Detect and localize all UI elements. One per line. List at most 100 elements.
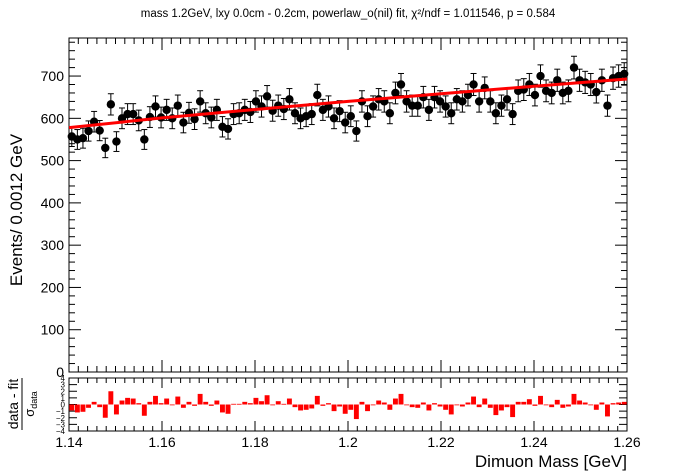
residual-bar	[593, 404, 599, 410]
y-tick-label: 600	[41, 110, 65, 126]
residual-bar	[498, 404, 504, 411]
x-tick-label: 1.22	[427, 434, 454, 450]
residual-bar	[532, 404, 538, 406]
data-point	[313, 90, 322, 100]
residual-bar	[588, 404, 594, 406]
data-point	[162, 105, 171, 115]
residual-bar	[303, 404, 309, 410]
y-tick-label: 400	[41, 195, 65, 211]
data-point	[223, 124, 233, 134]
residual-bar	[565, 404, 571, 407]
data-point	[335, 106, 344, 116]
residual-bar	[247, 403, 253, 405]
residual-bar	[616, 402, 622, 405]
data-point	[502, 95, 512, 104]
residual-bar	[164, 398, 170, 405]
residual-bar	[91, 401, 97, 405]
data-point	[285, 95, 294, 104]
x-tick-label: 1.24	[520, 434, 547, 450]
residual-bar	[192, 404, 198, 406]
data-point	[497, 101, 506, 110]
y-tick-label: 100	[41, 322, 65, 338]
residual-bar	[454, 404, 460, 406]
residual-bar	[526, 399, 532, 405]
residual-bar	[236, 403, 242, 405]
residual-bar	[86, 404, 91, 408]
x-tick-label: 1.18	[241, 434, 268, 450]
data-point	[151, 102, 160, 111]
residual-bar	[392, 398, 398, 405]
chart-title: mass 1.2GeV, lxy 0.0cm - 0.2cm, powerlaw…	[141, 8, 556, 20]
data-point	[491, 109, 501, 118]
data-point	[140, 135, 149, 144]
data-point	[352, 126, 361, 136]
data-point	[474, 97, 484, 106]
residual-bar	[493, 404, 499, 416]
residual-bar	[125, 397, 131, 405]
data-point	[179, 118, 188, 127]
residual-bar	[203, 401, 209, 405]
res-y-tick-label: 3	[61, 381, 66, 390]
res-y-tick-label: −3	[56, 420, 66, 429]
res-y-tick-label: 1	[61, 394, 66, 403]
data-point	[603, 101, 612, 110]
y-tick-label: 200	[41, 279, 65, 295]
data-point	[101, 143, 110, 153]
residual-bar	[270, 404, 276, 406]
residual-bar	[409, 404, 415, 408]
residual-bar	[465, 402, 471, 405]
residual-bar	[376, 400, 382, 405]
data-point	[447, 109, 456, 118]
residual-bar	[337, 404, 343, 407]
residual-plot-bars	[69, 391, 627, 420]
y-tick-label: 300	[41, 237, 65, 253]
residual-y-label-group: data - fit σdata	[5, 378, 39, 430]
data-point	[195, 97, 205, 106]
residual-bar	[504, 404, 510, 408]
data-point	[620, 69, 629, 79]
res-y-tick-label: 4	[61, 374, 66, 383]
residual-bar	[219, 404, 225, 413]
residual-bar	[208, 404, 214, 406]
residual-bar	[225, 404, 231, 414]
residual-bar	[610, 403, 616, 405]
residual-bar	[153, 395, 158, 405]
data-point	[368, 102, 378, 111]
y-tick-label: 0	[56, 364, 64, 380]
main-plot-axes: 0 100 200 300 400 500 600 700	[41, 38, 628, 380]
y-axis-label: Events/ 0.0012 GeV	[7, 133, 26, 286]
residual-bar	[605, 404, 610, 417]
residual-bar	[538, 395, 543, 405]
data-point	[262, 92, 272, 101]
data-point	[385, 109, 395, 118]
data-point	[95, 126, 104, 135]
residual-bar	[197, 393, 203, 405]
residual-bar	[387, 404, 393, 410]
residual-bar	[69, 404, 75, 411]
fit-curve	[68, 77, 628, 130]
residual-bar	[119, 400, 125, 405]
residual-bar	[175, 396, 181, 405]
res-y-tick-label: −4	[56, 427, 66, 436]
residual-bar	[521, 401, 527, 405]
residual-bar	[286, 398, 292, 405]
residual-y-axis-label: data - fit σdata	[5, 378, 39, 430]
residual-bar	[381, 402, 387, 405]
residual-bar	[259, 401, 264, 405]
data-point	[413, 101, 422, 110]
data-point	[84, 126, 93, 136]
y-tick-label: 700	[41, 68, 65, 84]
data-point	[290, 109, 300, 118]
residual-bar	[292, 404, 298, 408]
residual-bar	[404, 404, 410, 406]
x-tick-label: 1.26	[613, 434, 640, 450]
data-point	[486, 97, 495, 106]
x-tick-label: 1.14	[55, 434, 82, 450]
data-point	[530, 90, 540, 100]
data-point	[207, 113, 216, 122]
data-point	[190, 114, 199, 124]
residual-bar	[253, 397, 259, 405]
data-point	[251, 97, 261, 106]
